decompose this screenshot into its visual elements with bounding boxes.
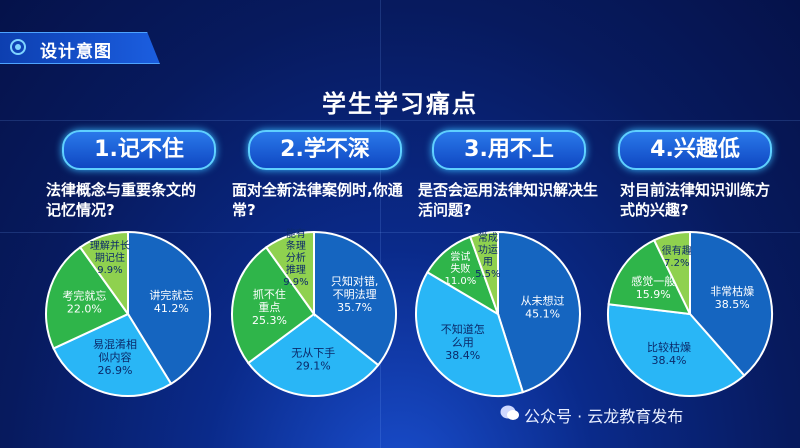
pie-chart-4: 非常枯燥 38.5% 比较枯燥 38.4% 感觉一般 15.9% 很有趣 7.2% xyxy=(607,230,773,397)
pie-slice xyxy=(689,230,773,377)
grid-line xyxy=(0,120,800,121)
pie-slice xyxy=(468,230,499,315)
grid-line xyxy=(0,232,800,233)
slice-label: 无从下手 29.1% xyxy=(291,345,335,372)
pie-chart-2: 只知对错,不明法理 35.7% 无从下手 29.1%抓不住重点 25.3%能有条理分析推… xyxy=(231,228,397,397)
pie-slice xyxy=(78,230,129,318)
slice-label: 只知对错,不明法理 35.7% xyxy=(331,274,379,314)
pie-chart-3: 从未想过 45.1% 不知道怎么用 38.4% 尝试失败 11.0%常成功运用 5.5% xyxy=(415,230,581,397)
slice-label: 理解并长期记住 9.9% xyxy=(90,239,130,276)
pie-slice xyxy=(264,230,315,318)
pie-slice xyxy=(652,230,691,315)
grid-line xyxy=(380,0,381,448)
wechat-icon xyxy=(500,405,519,420)
pie-slice xyxy=(231,245,316,365)
slice-label: 不知道怎么用 38.4% xyxy=(441,322,485,362)
header-bar xyxy=(0,32,160,64)
pie-slice xyxy=(497,230,581,394)
pie-chart-1: 讲完就忘 41.2% 易混淆相似内容 26.9% 考完就忘 22.0% 理解并长期记住 9.9… xyxy=(45,230,211,397)
question-1: 法律概念与重要条文的记忆情况? xyxy=(46,181,197,219)
slice-label: 能有条理分析推理 9.9% xyxy=(283,228,308,288)
slice-label: 尝试失败 11.0% xyxy=(444,250,476,287)
question-2: 面对全新法律案例时,你通常? xyxy=(232,181,403,219)
watermark-text: 公众号 · 云龙教育发布 xyxy=(524,407,684,426)
slice-label: 常成功运用 5.5% xyxy=(475,231,500,280)
pie-slice xyxy=(246,312,380,397)
slice-label: 讲完就忘 41.2% xyxy=(149,288,193,315)
pie-slice xyxy=(45,245,130,350)
pie-slice xyxy=(607,303,746,397)
header-title: 设计意图 xyxy=(40,42,112,62)
pin-icon xyxy=(10,39,26,55)
pill-title-2: 2.学不深 xyxy=(248,130,402,170)
slice-label: 考完就忘 22.0% xyxy=(62,289,106,316)
pie-slice xyxy=(607,238,692,316)
pie-slice xyxy=(313,230,397,367)
slice-label: 比较枯燥 38.4% xyxy=(647,340,691,367)
page-title: 学生学习痛点 xyxy=(322,90,478,118)
slice-label: 感觉一般 15.9% xyxy=(631,275,675,301)
pill-title-4: 4.兴趣低 xyxy=(618,130,772,170)
question-4: 对目前法律知识训练方式的兴趣? xyxy=(620,181,771,219)
slice-label: 很有趣 7.2% xyxy=(662,244,692,269)
pill-title-1: 1.记不住 xyxy=(62,130,216,170)
pill-title-3: 3.用不上 xyxy=(432,130,586,170)
slice-label: 易混淆相似内容 26.9% xyxy=(93,338,137,377)
slice-label: 从未想过 45.1% xyxy=(521,293,565,320)
pie-slice xyxy=(52,312,173,397)
pie-slice xyxy=(415,270,525,397)
question-3: 是否会运用法律知识解决生活问题? xyxy=(418,181,599,219)
slice-label: 非常枯燥 38.5% xyxy=(710,284,754,311)
slice-label: 抓不住重点 25.3% xyxy=(252,287,287,327)
